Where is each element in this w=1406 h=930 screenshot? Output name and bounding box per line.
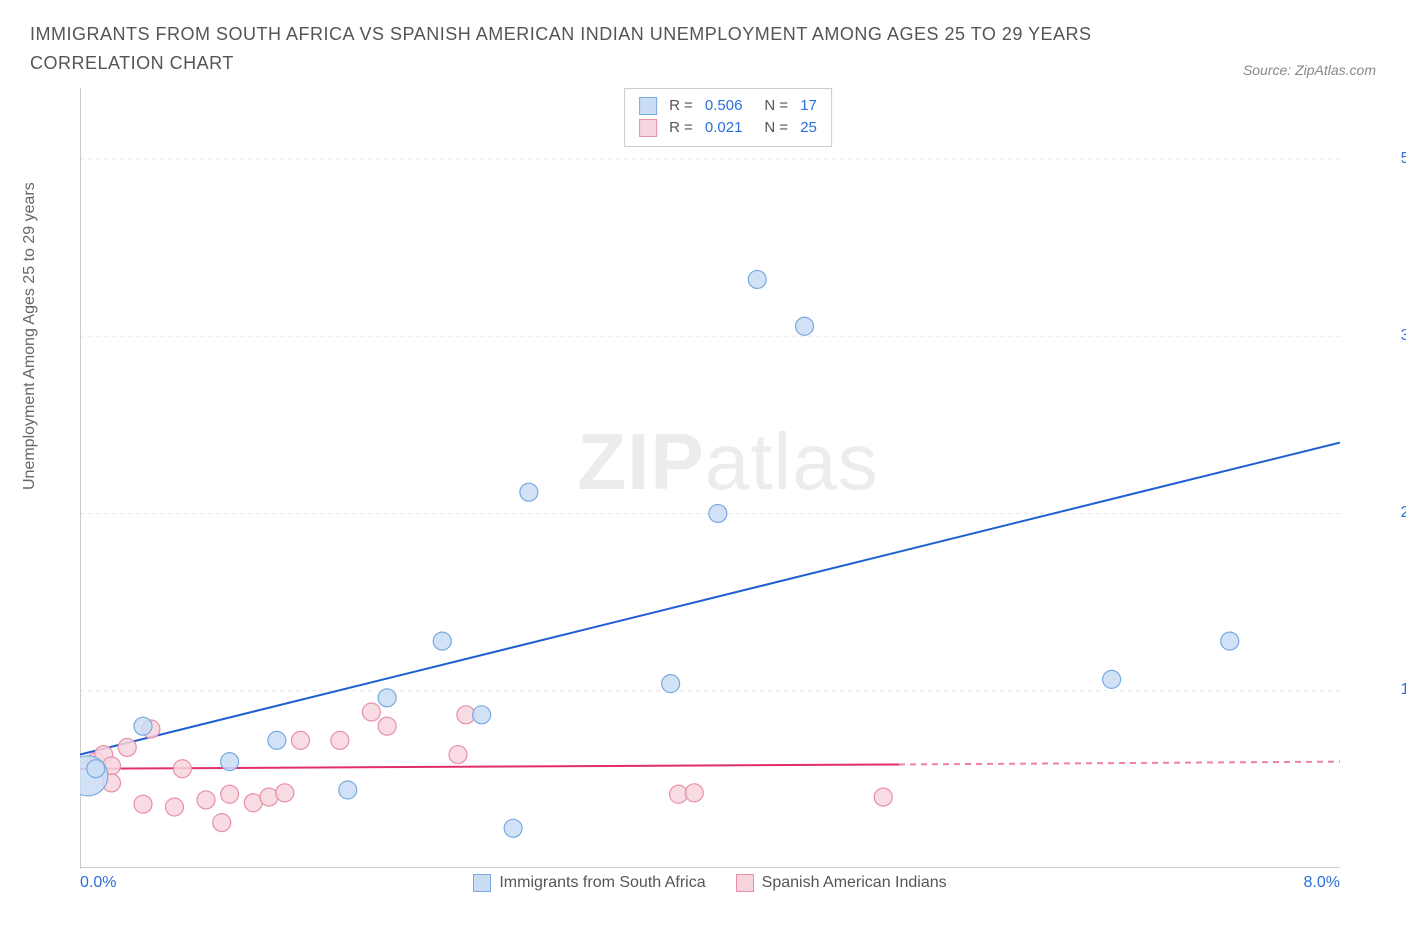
- y-tick-label: 25.0%: [1401, 504, 1406, 522]
- legend-row-a: R = 0.506 N = 17: [639, 95, 817, 118]
- bottom-legend: Immigrants from South Africa Spanish Ame…: [473, 874, 946, 892]
- series-a-n: 17: [800, 95, 817, 118]
- legend-swatch-b-icon: [736, 874, 754, 892]
- scatter-plot-svg: [80, 88, 1340, 868]
- legend-swatch-a-icon: [473, 874, 491, 892]
- series-a-name: Immigrants from South Africa: [499, 874, 705, 892]
- chart-container: Unemployment Among Ages 25 to 29 years Z…: [30, 88, 1376, 892]
- r-label: R =: [669, 117, 693, 140]
- x-min-label: 0.0%: [80, 874, 116, 892]
- series-b-n: 25: [800, 117, 817, 140]
- bottom-legend-a: Immigrants from South Africa: [473, 874, 705, 892]
- y-tick-label: 37.5%: [1401, 327, 1406, 345]
- y-tick-label: 50.0%: [1401, 150, 1406, 168]
- x-axis-row: 0.0% Immigrants from South Africa Spanis…: [80, 874, 1340, 892]
- chart-header: IMMIGRANTS FROM SOUTH AFRICA VS SPANISH …: [30, 20, 1376, 78]
- legend-swatch-b: [639, 119, 657, 137]
- series-a-r: 0.506: [705, 95, 743, 118]
- bottom-legend-b: Spanish American Indians: [736, 874, 947, 892]
- y-axis-label: Unemployment Among Ages 25 to 29 years: [21, 182, 39, 490]
- series-b-name: Spanish American Indians: [762, 874, 947, 892]
- chart-title: IMMIGRANTS FROM SOUTH AFRICA VS SPANISH …: [30, 20, 1130, 78]
- y-tick-label: 12.5%: [1401, 681, 1406, 699]
- legend-stats-box: R = 0.506 N = 17 R = 0.021 N = 25: [624, 88, 832, 147]
- r-label: R =: [669, 95, 693, 118]
- plot-area: ZIPatlas R = 0.506 N = 17 R = 0.021 N = …: [80, 88, 1376, 868]
- n-label: N =: [764, 117, 788, 140]
- legend-row-b: R = 0.021 N = 25: [639, 117, 817, 140]
- source-label: Source: ZipAtlas.com: [1243, 62, 1376, 78]
- series-b-r: 0.021: [705, 117, 743, 140]
- n-label: N =: [764, 95, 788, 118]
- legend-swatch-a: [639, 97, 657, 115]
- x-max-label: 8.0%: [1304, 874, 1340, 892]
